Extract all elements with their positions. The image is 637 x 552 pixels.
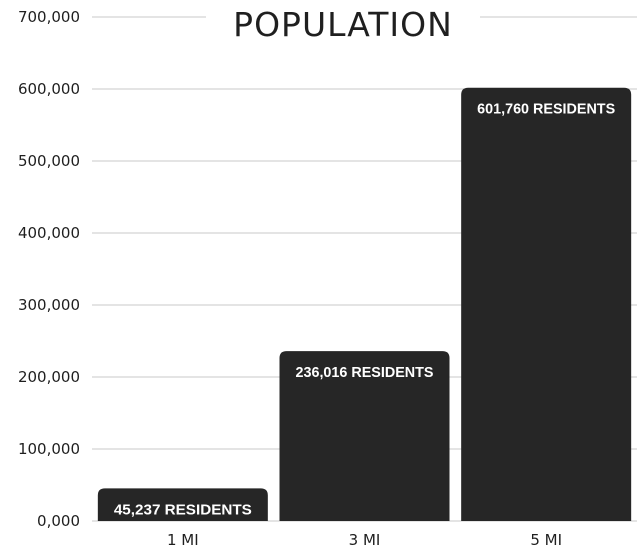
y-tick-label: 200,000 bbox=[18, 368, 80, 386]
y-tick-label: 400,000 bbox=[18, 224, 80, 242]
y-tick-label: 700,000 bbox=[18, 8, 80, 26]
x-axis-ticks: 1 MI 3 MI 5 MI bbox=[167, 531, 562, 549]
x-tick-label: 5 MI bbox=[530, 531, 562, 549]
bar-data-label: 236,016 RESIDENTS bbox=[296, 365, 434, 381]
chart-title: POPULATION bbox=[233, 5, 453, 44]
y-tick-label: 100,000 bbox=[18, 440, 80, 458]
x-tick-label: 1 MI bbox=[167, 531, 199, 549]
bar-data-label: 601,760 RESIDENTS bbox=[477, 102, 615, 118]
bars: 45,237 RESIDENTS 236,016 RESIDENTS 601,760… bbox=[97, 87, 632, 522]
bar-5-mi bbox=[461, 87, 632, 522]
bar-data-label: 45,237 RESIDENTS bbox=[114, 502, 252, 518]
y-tick-label: 0,000 bbox=[37, 512, 80, 530]
y-tick-label: 300,000 bbox=[18, 296, 80, 314]
y-tick-label: 500,000 bbox=[18, 152, 80, 170]
bar-1-mi bbox=[97, 488, 268, 521]
bar-3-mi bbox=[279, 351, 450, 521]
chart-title-background bbox=[206, 2, 480, 46]
y-tick-label: 600,000 bbox=[18, 80, 80, 98]
x-tick-label: 3 MI bbox=[349, 531, 381, 549]
y-axis-ticks: 0,000 100,000 200,000 300,000 400,000 500,000… bbox=[18, 8, 80, 530]
